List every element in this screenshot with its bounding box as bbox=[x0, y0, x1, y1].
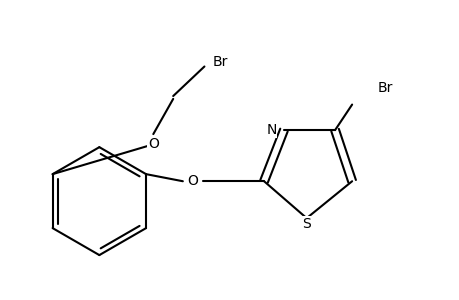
Text: S: S bbox=[302, 217, 310, 231]
Text: O: O bbox=[187, 174, 198, 188]
Text: N: N bbox=[266, 123, 276, 137]
Text: Br: Br bbox=[377, 80, 392, 94]
Text: Br: Br bbox=[213, 55, 228, 69]
Text: O: O bbox=[147, 137, 158, 151]
